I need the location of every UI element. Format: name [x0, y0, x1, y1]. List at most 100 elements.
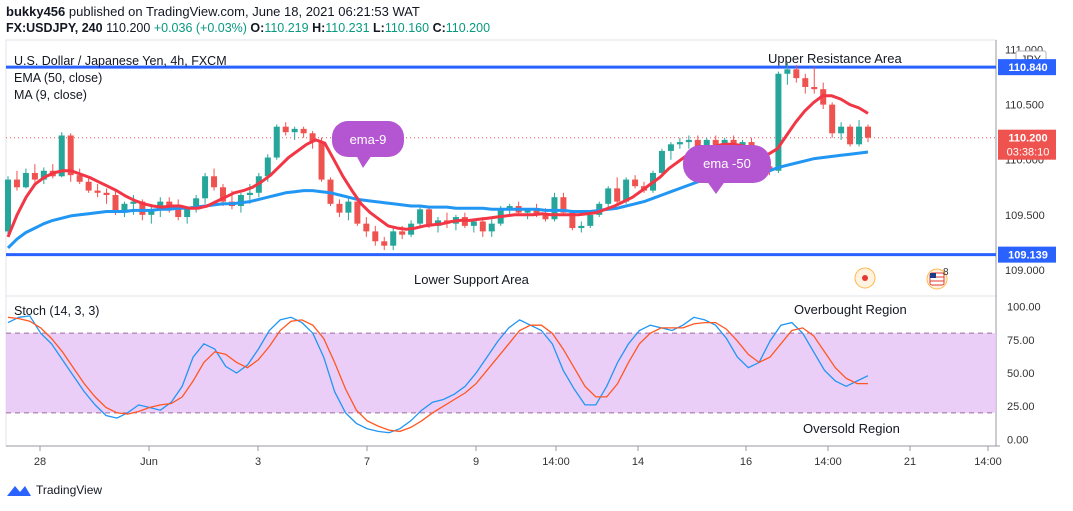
- candle-body: [193, 198, 200, 210]
- stoch-lines-group: [7, 315, 869, 434]
- candle-body: [31, 172, 38, 180]
- ma9-line: [6, 94, 869, 238]
- candle-body: [488, 223, 495, 232]
- stoch-tick-label: 50.00: [1007, 368, 1035, 380]
- candle-body: [811, 86, 818, 90]
- publish-header: bukky456 published on TradingView.com, J…: [6, 4, 420, 19]
- change-text: +0.036 (+0.03%): [153, 21, 247, 35]
- candle-body: [838, 126, 845, 134]
- current-price-label: 110.200 03:38:10: [998, 129, 1056, 160]
- candle-body: [5, 179, 11, 232]
- candle-body: [345, 201, 352, 213]
- candle-body: [300, 128, 307, 134]
- candle-body: [282, 126, 289, 133]
- ma9-legend[interactable]: MA (9, close): [14, 88, 87, 102]
- candle-body: [685, 139, 692, 143]
- candle-body: [587, 214, 594, 226]
- ema50-callout[interactable]: ema -50: [683, 145, 771, 194]
- stoch-tick-label: 100.00: [1007, 302, 1041, 314]
- stoch-k-line: [7, 315, 869, 434]
- candle-body: [390, 231, 397, 246]
- candle-body: [426, 209, 433, 226]
- countdown-text: 03:38:10: [1007, 147, 1050, 159]
- candle-body: [676, 142, 683, 145]
- candle-body: [399, 231, 406, 235]
- stoch-tick-label: 75.00: [1007, 335, 1035, 347]
- candle-body: [632, 179, 639, 187]
- price-tick-label: 109.000: [1005, 265, 1045, 277]
- candle-body: [291, 128, 298, 133]
- candle-body: [363, 223, 370, 232]
- candle-body: [829, 104, 836, 134]
- candle-body: [58, 135, 65, 177]
- candle-body: [578, 225, 585, 229]
- us-flag-event-icon[interactable]: 8: [926, 267, 949, 290]
- candle-body: [623, 179, 630, 202]
- time-tick-label: 9: [473, 456, 479, 468]
- current-price-text: 110.200: [1008, 133, 1047, 145]
- candle-body: [211, 176, 218, 188]
- candle-body: [560, 197, 567, 213]
- candle-body: [533, 210, 540, 215]
- candle-body: [470, 221, 477, 226]
- candle-body: [112, 195, 119, 213]
- close-label: C:: [432, 21, 446, 35]
- symbol-label[interactable]: FX:USDJPY, 240: [6, 21, 103, 35]
- time-tick-label: 28: [34, 456, 46, 468]
- candle-body: [94, 190, 101, 193]
- ema9-callout-text: ema-9: [350, 132, 387, 147]
- stoch-legend[interactable]: Stoch (14, 3, 3): [14, 304, 99, 318]
- time-tick-label: Jun: [140, 456, 158, 468]
- candle-body: [542, 214, 549, 220]
- candle-body: [614, 188, 621, 202]
- support-price-text: 109.139: [1008, 250, 1048, 262]
- main-pane-frame: [5, 39, 997, 297]
- candle-body: [246, 192, 253, 196]
- candle-body: [103, 192, 110, 196]
- candle-body: [793, 69, 800, 79]
- ema9-callout[interactable]: ema-9: [332, 121, 404, 168]
- candle-body: [712, 139, 719, 149]
- candle-body: [372, 231, 379, 242]
- close-value: 110.200: [445, 21, 491, 35]
- candle-body: [524, 210, 531, 213]
- candle-body: [506, 206, 513, 210]
- candle-body: [318, 142, 325, 180]
- support-price-label: 109.139: [998, 246, 1056, 263]
- candle-body: [175, 208, 182, 218]
- upper-resistance-label: Upper Resistance Area: [768, 51, 902, 66]
- instrument-label: U.S. Dollar / Japanese Yen, 4h, FXCM: [14, 54, 227, 68]
- ema50-callout-text: ema -50: [703, 156, 751, 171]
- candle-body: [865, 126, 871, 138]
- economic-event-icon[interactable]: [854, 267, 876, 289]
- low-label: L:: [373, 21, 385, 35]
- time-tick-label: 14:00: [974, 456, 1002, 468]
- tradingview-brand: TradingView: [36, 483, 103, 497]
- candle-body: [551, 197, 558, 220]
- time-tick-label: 7: [364, 456, 370, 468]
- candle-body: [202, 176, 209, 199]
- time-tick-label: 14:00: [814, 456, 842, 468]
- event-count: 8: [943, 267, 949, 278]
- resistance-price-label: 110.840: [998, 59, 1056, 76]
- price-tick-label: 109.500: [1005, 210, 1045, 222]
- candle-body: [802, 78, 809, 87]
- publisher-name[interactable]: bukky456: [6, 4, 66, 19]
- candle-body: [237, 195, 244, 207]
- candle-body: [67, 135, 74, 176]
- candle-body: [784, 69, 791, 74]
- candle-body: [85, 181, 92, 191]
- stoch-axis[interactable]: 100.00 75.00 50.00 25.00 0.00: [1007, 302, 1041, 447]
- candle-body: [148, 209, 155, 215]
- high-value: 110.231: [325, 21, 370, 35]
- time-axis[interactable]: 28 Jun 3 7 9 14:00 14 16 14:00 21 14:00: [34, 446, 1002, 468]
- ema50-legend[interactable]: EMA (50, close): [14, 71, 102, 85]
- tradingview-footer[interactable]: TradingView: [6, 483, 102, 497]
- candle-body: [667, 144, 674, 151]
- candle-body: [417, 209, 424, 224]
- open-label: O:: [250, 21, 265, 35]
- candle-body: [76, 175, 83, 182]
- time-tick-label: 14: [632, 456, 644, 468]
